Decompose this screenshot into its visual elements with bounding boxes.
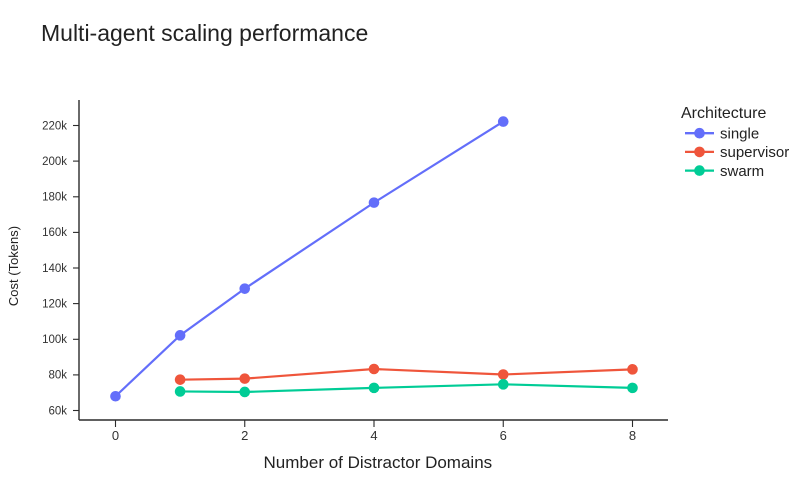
svg-text:4: 4 (370, 428, 377, 443)
svg-text:0: 0 (112, 428, 119, 443)
svg-text:Cost (Tokens): Cost (Tokens) (6, 226, 21, 306)
svg-text:140k: 140k (42, 263, 67, 275)
svg-text:single: single (720, 126, 759, 143)
svg-text:swarm: swarm (720, 163, 764, 180)
svg-text:2: 2 (241, 428, 248, 443)
svg-text:Number of Distractor Domains: Number of Distractor Domains (264, 453, 493, 472)
svg-text:6: 6 (500, 428, 507, 443)
svg-text:80k: 80k (48, 370, 67, 382)
svg-text:Architecture: Architecture (681, 105, 766, 122)
svg-text:100k: 100k (42, 334, 67, 346)
svg-text:160k: 160k (42, 227, 67, 239)
svg-text:220k: 220k (42, 120, 67, 132)
svg-text:180k: 180k (42, 192, 67, 204)
svg-text:60k: 60k (48, 405, 67, 417)
svg-text:8: 8 (629, 428, 636, 443)
svg-text:supervisor: supervisor (720, 144, 789, 161)
svg-text:200k: 200k (42, 156, 67, 168)
svg-text:120k: 120k (42, 298, 67, 310)
